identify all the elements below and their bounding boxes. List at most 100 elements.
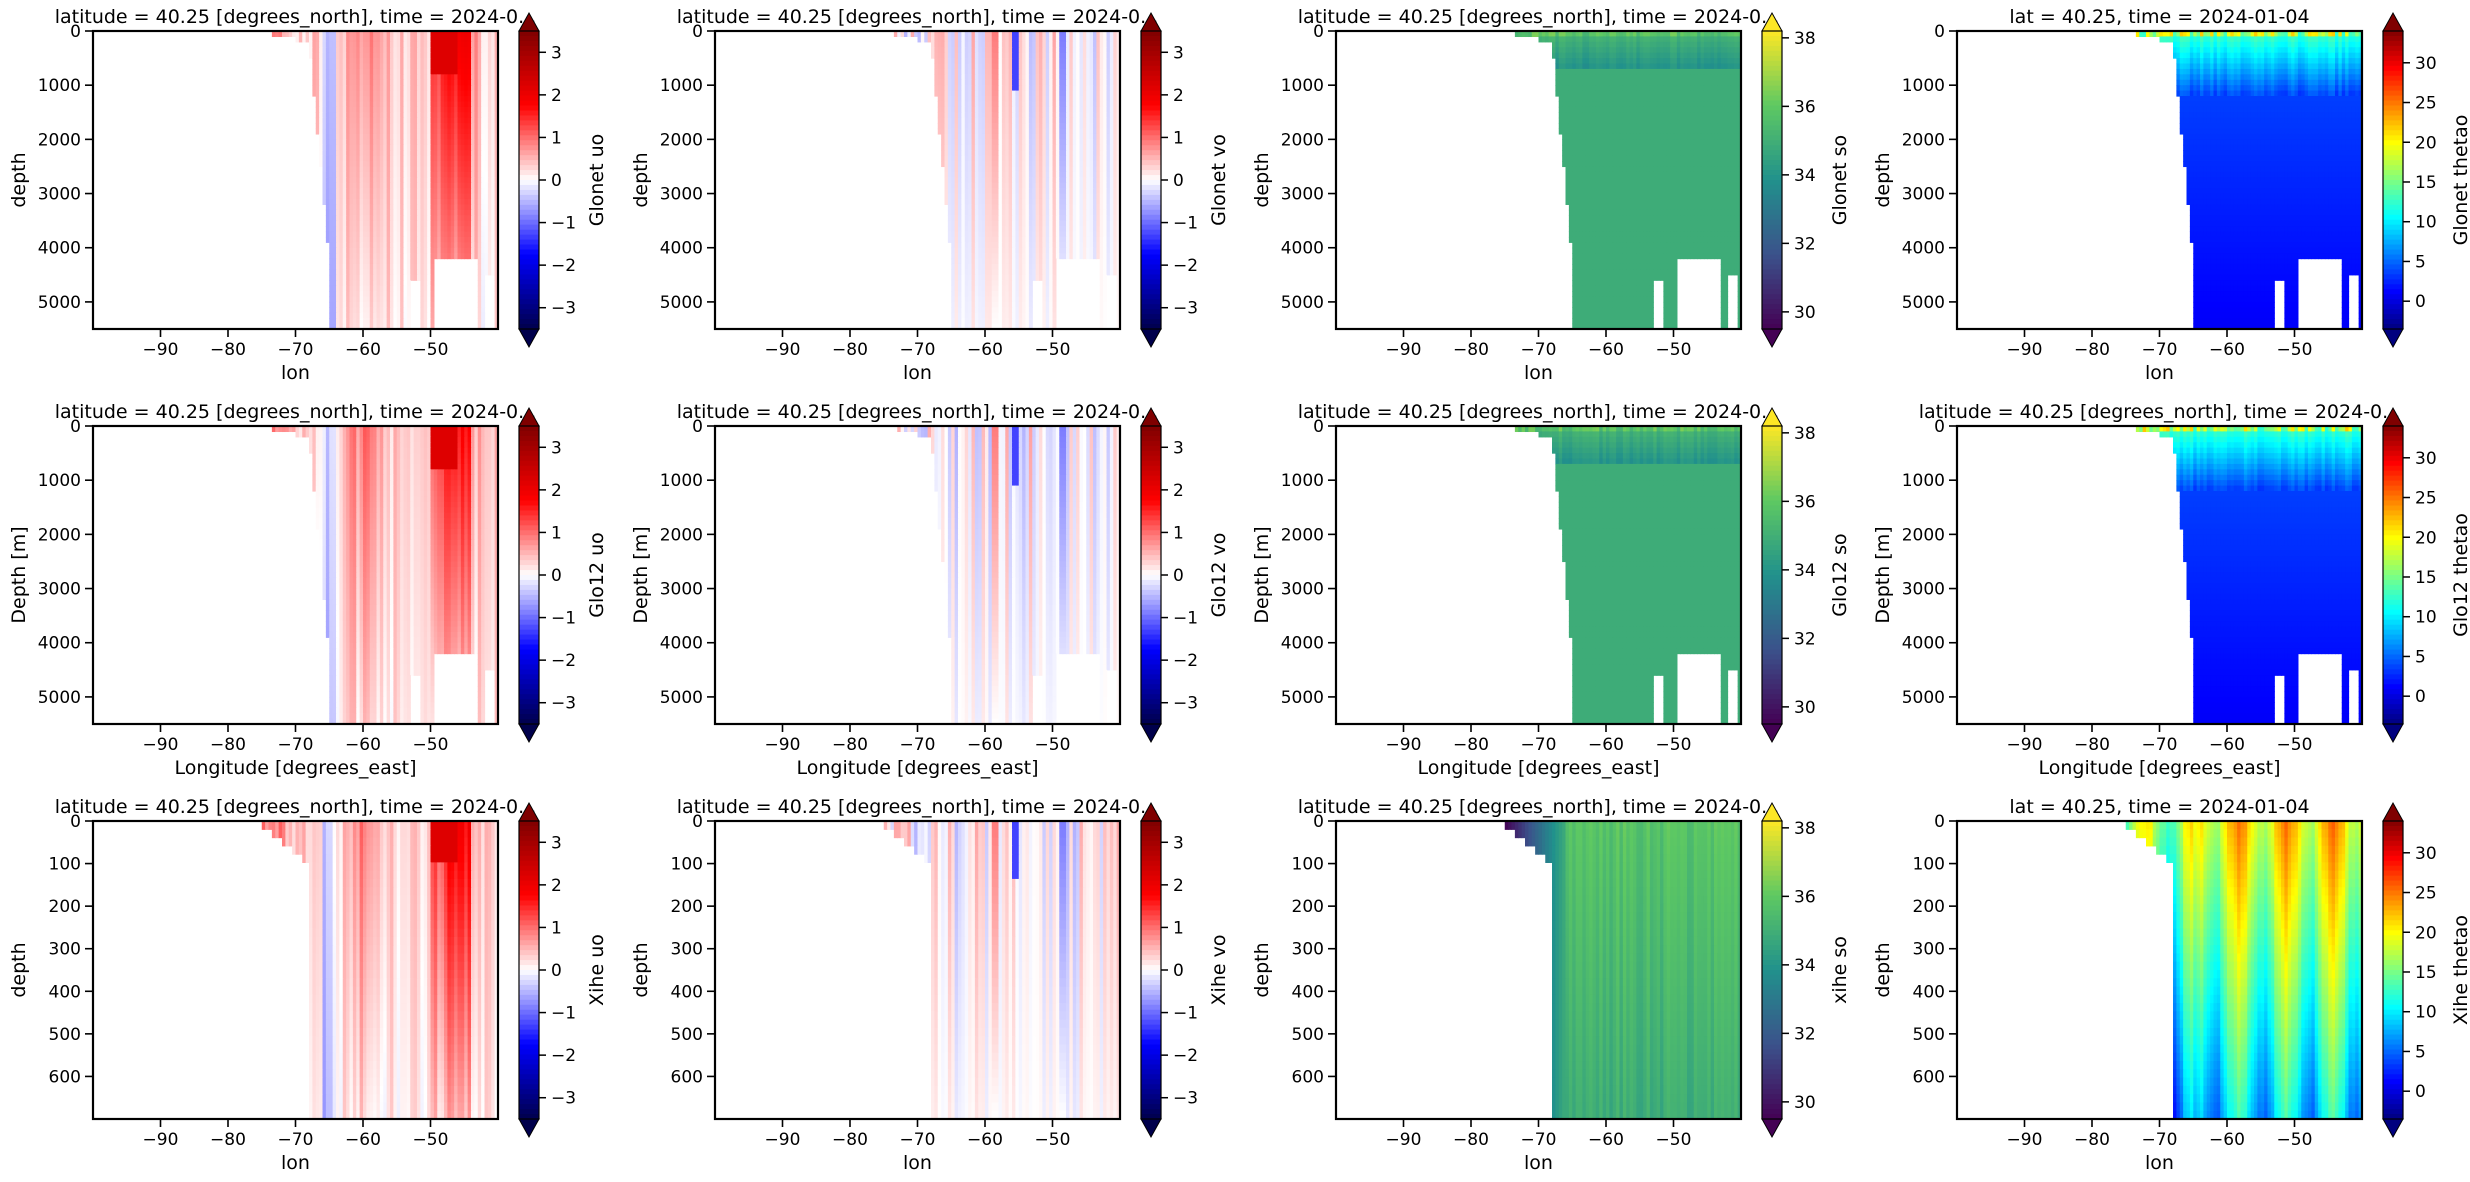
y-tick-label: 2000 [1902, 525, 1945, 545]
colorbar-tick-label: −2 [1173, 256, 1198, 276]
colorbar-tick-label: 20 [2415, 133, 2437, 153]
colorbar-label: Xihe uo [586, 934, 608, 1006]
y-axis-label: depth [8, 152, 30, 207]
panel-glonet_uo: −90 −80 −70 −60 −50010002000300040005000lati… [8, 6, 608, 384]
x-tick-label: −50 [2277, 1130, 2313, 1150]
colorbar-tick-label: 25 [2415, 489, 2437, 509]
y-tick-label: 600 [1913, 1067, 1945, 1087]
colorbar-tick-label: 38 [1794, 29, 1816, 49]
panel-title: latitude = 40.25 [degrees_north], time =… [677, 6, 1159, 28]
y-tick-label: 1000 [660, 76, 703, 96]
colorbar-tick-label: 2 [551, 876, 562, 896]
heatmap-cells [1515, 426, 1742, 725]
y-tick-label: 4000 [1281, 239, 1324, 259]
y-tick-label: 3000 [38, 185, 81, 205]
colorbar-tick-label: −2 [1173, 651, 1198, 671]
y-tick-label: 4000 [1902, 634, 1945, 654]
panel-title: lat = 40.25, time = 2024-01-04 [2009, 796, 2309, 818]
x-tick-label: −60 [2209, 340, 2245, 360]
x-tick-label: −70 [900, 1130, 936, 1150]
y-tick-label: 100 [49, 855, 81, 875]
heatmap-cells [272, 31, 499, 330]
y-tick-label: 200 [1292, 897, 1324, 917]
y-tick-label: 3000 [1281, 580, 1324, 600]
y-tick-label: 4000 [38, 634, 81, 654]
panel-glo12_uo: −90 −80 −70 −60 −50010002000300040005000lati… [8, 401, 608, 779]
x-tick-label: −50 [1035, 1130, 1071, 1150]
x-tick-label: −60 [1588, 735, 1624, 755]
y-tick-label: 1000 [38, 76, 81, 96]
y-tick-label: 3000 [1281, 185, 1324, 205]
x-tick-label: −60 [967, 340, 1003, 360]
heatmap-cells [1515, 31, 1742, 330]
x-tick-label: −50 [413, 735, 449, 755]
panel-title: latitude = 40.25 [degrees_north], time =… [55, 401, 537, 423]
x-tick-label: −60 [345, 340, 381, 360]
panel-glo12_thetao: −90 −80 −70 −60 −50010002000300040005000lati… [1872, 401, 2470, 779]
x-tick-label: −80 [2074, 340, 2110, 360]
y-tick-label: 200 [671, 897, 703, 917]
colorbar-tick-label: −3 [551, 299, 576, 319]
colorbar-tick-label: −1 [1173, 214, 1198, 234]
y-tick-label: 2000 [1281, 130, 1324, 150]
x-tick-label: −80 [210, 1130, 246, 1150]
y-axis-label: Depth [m] [8, 526, 30, 623]
colorbar-extend-min [2383, 724, 2403, 742]
panel-title: latitude = 40.25 [degrees_north], time =… [1298, 401, 1780, 423]
x-axis-label: lon [903, 362, 932, 384]
x-axis-label: lon [281, 362, 310, 384]
colorbar-tick-label: 32 [1794, 629, 1816, 649]
x-tick-label: −70 [278, 340, 314, 360]
y-tick-label: 2000 [38, 525, 81, 545]
y-tick-label: 5000 [1281, 688, 1324, 708]
y-tick-label: 2000 [1902, 130, 1945, 150]
y-tick-label: 200 [1913, 897, 1945, 917]
y-tick-label: 3000 [1902, 185, 1945, 205]
colorbar-label: Glonet uo [586, 134, 608, 227]
x-tick-label: −90 [143, 735, 179, 755]
y-tick-label: 4000 [1902, 239, 1945, 259]
colorbar-tick-label: 0 [1173, 961, 1184, 981]
colorbar-tick-label: 30 [1794, 303, 1816, 323]
x-tick-label: −70 [1521, 340, 1557, 360]
x-tick-label: −90 [1386, 1130, 1422, 1150]
colorbar-tick-label: 2 [1173, 876, 1184, 896]
x-tick-label: −50 [1656, 735, 1692, 755]
y-tick-label: 200 [49, 897, 81, 917]
x-tick-label: −50 [1656, 1130, 1692, 1150]
colorbar-tick-label: 36 [1794, 887, 1816, 907]
x-tick-label: −80 [210, 735, 246, 755]
colorbar-tick-label: 1 [551, 128, 562, 148]
x-tick-label: −80 [2074, 1130, 2110, 1150]
x-tick-label: −70 [2142, 735, 2178, 755]
x-tick-label: −80 [832, 1130, 868, 1150]
y-tick-label: 600 [671, 1067, 703, 1087]
x-axis-label: Longitude [degrees_east] [2038, 757, 2280, 779]
colorbar-tick-label: −3 [551, 1089, 576, 1109]
y-axis-label: depth [8, 942, 30, 997]
x-tick-label: −50 [413, 340, 449, 360]
y-axis-label: depth [1872, 942, 1894, 997]
y-tick-label: 4000 [660, 634, 703, 654]
y-tick-label: 500 [1913, 1025, 1945, 1045]
panel-title: latitude = 40.25 [degrees_north], time =… [1298, 796, 1780, 818]
colorbar-tick-label: 1 [1173, 523, 1184, 543]
y-tick-label: 1000 [38, 471, 81, 491]
colorbar-tick-label: 3 [551, 833, 562, 853]
panel-glonet_thetao: −90 −80 −70 −60 −50010002000300040005000lat … [1872, 6, 2470, 384]
panel-xihe_so: −90 −80 −70 −60 −500100200300400500600latitu… [1251, 796, 1851, 1174]
colorbar-tick-label: 30 [2415, 54, 2437, 74]
colorbar-tick-label: 2 [551, 86, 562, 106]
colorbar-extend-min [2383, 1119, 2403, 1137]
x-tick-label: −50 [2277, 735, 2313, 755]
y-tick-label: 4000 [1281, 634, 1324, 654]
y-tick-label: 1000 [1281, 471, 1324, 491]
colorbar-tick-label: 20 [2415, 923, 2437, 943]
y-tick-label: 300 [1913, 940, 1945, 960]
panel-glonet_vo: −90 −80 −70 −60 −50010002000300040005000lati… [630, 6, 1230, 384]
